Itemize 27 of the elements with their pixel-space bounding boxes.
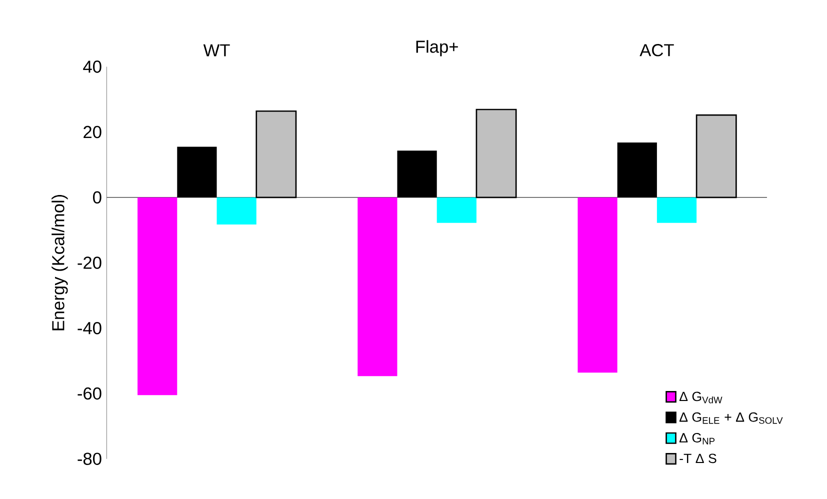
bar	[578, 197, 618, 373]
bar	[617, 142, 657, 198]
bar	[256, 110, 297, 198]
bar	[696, 114, 737, 198]
x-tick-label: Flap+	[416, 40, 458, 56]
y-tick-label: -80	[78, 452, 102, 466]
bar	[216, 197, 256, 225]
y-tick-label: -60	[78, 387, 102, 400]
legend-label: Δ G$_{VdW}$	[679, 392, 722, 404]
bar	[397, 150, 437, 198]
y-tick-label: 20	[84, 126, 102, 138]
bar	[177, 146, 217, 198]
bar	[436, 197, 476, 223]
legend-label: Δ G$_{NP}$	[679, 433, 715, 444]
bar	[138, 197, 178, 396]
bar	[656, 197, 697, 223]
y-axis-title: Energy (Kcal/mol)	[52, 195, 68, 330]
y-tick-label: 40	[83, 60, 102, 73]
y-tick-label: -40	[78, 322, 102, 334]
bar	[358, 197, 398, 376]
legend-label: -T Δ S	[680, 454, 716, 464]
x-tick-label: WT	[203, 44, 230, 56]
y-tick-label: -20	[78, 256, 102, 269]
x-tick-label: ACT	[640, 44, 674, 56]
bar	[476, 108, 517, 198]
legend-label: Δ G$_{ELE}$ + Δ G$_{SOLV}$	[679, 412, 783, 424]
y-tick-label: 0	[93, 191, 102, 204]
